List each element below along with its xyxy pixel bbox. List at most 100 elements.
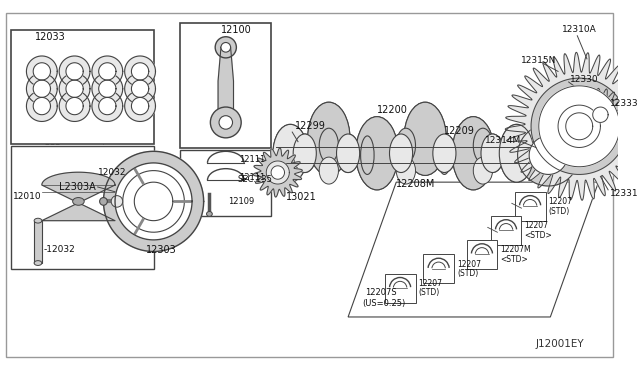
- Polygon shape: [33, 97, 51, 115]
- Text: J12001EY: J12001EY: [536, 339, 584, 349]
- Text: 12310A: 12310A: [562, 26, 596, 35]
- Ellipse shape: [591, 96, 598, 103]
- Ellipse shape: [293, 134, 316, 173]
- Polygon shape: [529, 136, 568, 174]
- Ellipse shape: [548, 138, 556, 145]
- Text: 12331: 12331: [610, 189, 639, 198]
- Bar: [467, 240, 497, 269]
- Ellipse shape: [221, 42, 230, 52]
- Polygon shape: [92, 91, 123, 122]
- Text: 12111: 12111: [239, 173, 266, 182]
- Ellipse shape: [606, 122, 614, 130]
- Ellipse shape: [560, 149, 568, 157]
- Text: 12209: 12209: [444, 126, 476, 136]
- Ellipse shape: [396, 128, 415, 163]
- Polygon shape: [26, 73, 57, 104]
- Polygon shape: [125, 91, 156, 122]
- Ellipse shape: [433, 134, 456, 173]
- Bar: [491, 216, 522, 245]
- Ellipse shape: [308, 102, 350, 176]
- Bar: [11, 145, 154, 269]
- Ellipse shape: [211, 107, 241, 138]
- Polygon shape: [92, 56, 123, 87]
- Polygon shape: [266, 161, 289, 184]
- Polygon shape: [276, 147, 545, 163]
- Polygon shape: [131, 63, 148, 80]
- Polygon shape: [92, 73, 123, 104]
- Ellipse shape: [602, 107, 610, 115]
- Polygon shape: [131, 80, 148, 97]
- Text: 12330: 12330: [570, 75, 598, 84]
- Polygon shape: [125, 56, 156, 87]
- Ellipse shape: [337, 134, 360, 173]
- Ellipse shape: [396, 157, 415, 184]
- Text: L2303A: L2303A: [59, 182, 96, 192]
- Ellipse shape: [474, 157, 493, 184]
- Polygon shape: [574, 88, 627, 141]
- Text: 12207: 12207: [419, 279, 442, 288]
- Polygon shape: [123, 171, 184, 232]
- Text: 12207M: 12207M: [500, 245, 531, 254]
- Ellipse shape: [273, 124, 308, 182]
- Ellipse shape: [308, 102, 350, 176]
- Ellipse shape: [284, 136, 297, 174]
- Text: 12299: 12299: [295, 121, 326, 131]
- Polygon shape: [104, 151, 204, 251]
- Polygon shape: [59, 91, 90, 122]
- Polygon shape: [566, 113, 593, 140]
- Ellipse shape: [404, 102, 446, 176]
- Ellipse shape: [499, 124, 534, 182]
- Ellipse shape: [541, 148, 555, 162]
- Polygon shape: [505, 52, 640, 200]
- Polygon shape: [115, 163, 192, 240]
- Text: 12207: 12207: [548, 197, 572, 206]
- Polygon shape: [33, 80, 51, 97]
- Text: 12032: 12032: [98, 168, 126, 177]
- Polygon shape: [587, 101, 614, 128]
- Ellipse shape: [474, 128, 493, 163]
- Ellipse shape: [390, 134, 413, 173]
- Polygon shape: [348, 182, 598, 317]
- Ellipse shape: [273, 124, 308, 182]
- Polygon shape: [539, 86, 620, 167]
- Text: 12111: 12111: [239, 155, 266, 164]
- Text: 12333: 12333: [610, 99, 639, 108]
- Ellipse shape: [73, 198, 84, 205]
- Polygon shape: [66, 97, 83, 115]
- Ellipse shape: [360, 136, 374, 174]
- Text: -12032: -12032: [44, 245, 76, 254]
- Text: (STD): (STD): [419, 288, 440, 297]
- Polygon shape: [253, 148, 302, 197]
- Text: 12109: 12109: [228, 197, 254, 206]
- Text: 12200: 12200: [377, 105, 408, 115]
- Polygon shape: [99, 80, 116, 97]
- Ellipse shape: [575, 153, 583, 161]
- Ellipse shape: [575, 122, 584, 131]
- Ellipse shape: [545, 122, 552, 130]
- Text: (US=0.25): (US=0.25): [362, 299, 406, 308]
- Polygon shape: [59, 56, 90, 87]
- Ellipse shape: [219, 116, 232, 129]
- Ellipse shape: [293, 134, 316, 173]
- Polygon shape: [42, 172, 115, 221]
- Ellipse shape: [356, 117, 398, 190]
- Bar: [180, 150, 271, 216]
- Polygon shape: [99, 97, 116, 115]
- Polygon shape: [134, 182, 173, 221]
- Polygon shape: [558, 105, 600, 147]
- Text: <STD>: <STD>: [524, 231, 552, 240]
- Ellipse shape: [438, 136, 451, 174]
- Text: 12207: 12207: [524, 221, 548, 230]
- Text: 12100: 12100: [221, 25, 252, 35]
- Ellipse shape: [433, 134, 456, 173]
- Ellipse shape: [34, 261, 42, 266]
- Text: (STD): (STD): [548, 206, 570, 215]
- Ellipse shape: [390, 134, 413, 173]
- Ellipse shape: [515, 137, 528, 173]
- Ellipse shape: [356, 117, 398, 190]
- Text: 13021: 13021: [285, 192, 316, 202]
- Ellipse shape: [548, 107, 556, 115]
- Text: 12010: 12010: [13, 192, 42, 201]
- Bar: [34, 221, 42, 263]
- Polygon shape: [99, 63, 116, 80]
